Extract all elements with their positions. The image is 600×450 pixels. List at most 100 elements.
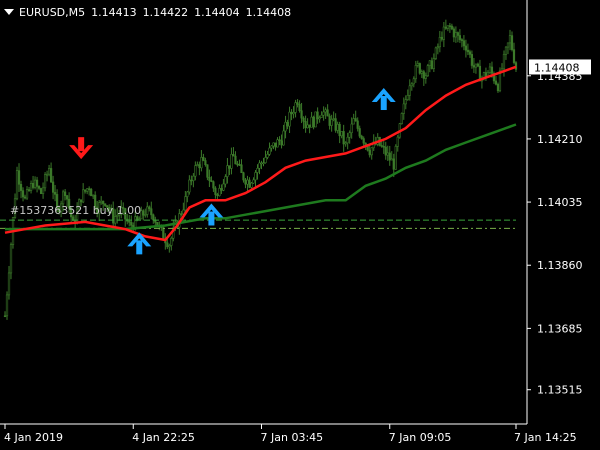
candle-body bbox=[406, 95, 409, 100]
candle-body bbox=[396, 136, 399, 147]
candle-body bbox=[278, 139, 281, 142]
candle-body bbox=[410, 83, 413, 87]
candle-body bbox=[170, 237, 173, 246]
buy-arrow-icon bbox=[127, 232, 152, 255]
candle-body bbox=[328, 115, 331, 126]
candle-body bbox=[390, 158, 393, 161]
candle-body bbox=[222, 183, 225, 191]
candle-body bbox=[272, 142, 275, 147]
candle-body bbox=[124, 208, 127, 220]
candle-body bbox=[274, 142, 277, 148]
candle-body bbox=[484, 72, 488, 77]
candle-body bbox=[304, 121, 307, 129]
candle-body bbox=[236, 163, 239, 166]
symbol-label: EURUSD,M5 bbox=[19, 6, 86, 19]
candle-body bbox=[196, 164, 199, 166]
candle-body bbox=[452, 28, 455, 38]
candle-body bbox=[370, 147, 373, 156]
candle-body bbox=[146, 206, 149, 215]
candle-body bbox=[268, 147, 271, 155]
candle-body bbox=[56, 194, 59, 209]
candle-body bbox=[102, 200, 105, 205]
candle-body bbox=[45, 173, 49, 176]
candle-body bbox=[428, 60, 431, 66]
candle-body bbox=[316, 111, 319, 120]
y-tick-label: 1.13515 bbox=[537, 384, 583, 397]
triangle-down-icon[interactable] bbox=[4, 9, 14, 15]
candle-body bbox=[472, 65, 476, 68]
candle-body bbox=[180, 213, 183, 215]
candle-body bbox=[140, 210, 143, 220]
candle-body bbox=[37, 186, 41, 189]
candle-body bbox=[39, 188, 43, 194]
candle-body bbox=[418, 63, 421, 74]
candle-body bbox=[122, 207, 125, 209]
candle-body bbox=[474, 63, 478, 68]
high-price: 1.14422 bbox=[142, 6, 189, 19]
candle-body bbox=[94, 194, 97, 208]
candle-body bbox=[108, 206, 111, 211]
candle-body bbox=[336, 124, 339, 131]
candle-body bbox=[19, 184, 23, 191]
candle-body bbox=[392, 158, 395, 170]
candle-body bbox=[290, 111, 293, 115]
candle-body bbox=[166, 242, 169, 248]
candle-body bbox=[448, 25, 451, 27]
candle-body bbox=[150, 208, 153, 216]
candle-body bbox=[380, 145, 383, 147]
candle-body bbox=[400, 113, 403, 125]
candle-body bbox=[344, 142, 347, 145]
candle-body bbox=[13, 198, 17, 218]
candle-body bbox=[506, 42, 510, 48]
candle-body bbox=[70, 207, 73, 218]
y-tick-label: 1.14035 bbox=[537, 196, 583, 209]
candle-body bbox=[310, 116, 313, 128]
candle-body bbox=[248, 179, 251, 188]
candle-body bbox=[294, 102, 297, 113]
candle-body bbox=[394, 146, 397, 170]
candle-body bbox=[362, 138, 365, 144]
candles-layer bbox=[3, 19, 518, 320]
candle-body bbox=[510, 35, 514, 50]
candle-body bbox=[86, 188, 89, 192]
candle-body bbox=[464, 45, 468, 51]
candle-body bbox=[200, 157, 203, 169]
candle-body bbox=[416, 63, 419, 66]
candle-body bbox=[208, 177, 211, 181]
candle-body bbox=[90, 188, 93, 197]
candle-body bbox=[116, 214, 119, 217]
candle-body bbox=[234, 155, 237, 165]
chart-header: EURUSD,M5 1.14413 1.14422 1.14404 1.14408 bbox=[4, 6, 297, 19]
buy-arrow-icon bbox=[199, 203, 224, 226]
candle-body bbox=[232, 154, 235, 157]
candle-body bbox=[312, 116, 315, 128]
x-tick-label: 7 Jan 03:45 bbox=[261, 431, 324, 444]
candle-body bbox=[238, 164, 241, 166]
candle-body bbox=[346, 136, 349, 144]
candle-body bbox=[35, 179, 39, 187]
candle-body bbox=[460, 39, 463, 41]
candle-body bbox=[414, 64, 417, 80]
candle-body bbox=[456, 32, 459, 36]
candle-body bbox=[224, 176, 227, 185]
candle-body bbox=[338, 124, 341, 137]
candle-body bbox=[408, 85, 411, 96]
candle-body bbox=[324, 109, 327, 113]
candle-body bbox=[332, 118, 335, 120]
axes-layer bbox=[0, 0, 528, 425]
candle-body bbox=[444, 26, 447, 29]
candle-body bbox=[58, 207, 61, 212]
candle-body bbox=[330, 119, 333, 126]
candle-body bbox=[292, 112, 295, 115]
candle-body bbox=[254, 172, 257, 181]
candle-body bbox=[352, 118, 355, 125]
candle-body bbox=[100, 200, 103, 203]
candle-body bbox=[258, 162, 261, 169]
candle-body bbox=[334, 118, 337, 131]
candle-body bbox=[470, 54, 474, 66]
candle-body bbox=[27, 189, 31, 191]
candle-body bbox=[466, 49, 470, 53]
candle-body bbox=[404, 99, 407, 105]
close-price: 1.14408 bbox=[245, 6, 292, 19]
